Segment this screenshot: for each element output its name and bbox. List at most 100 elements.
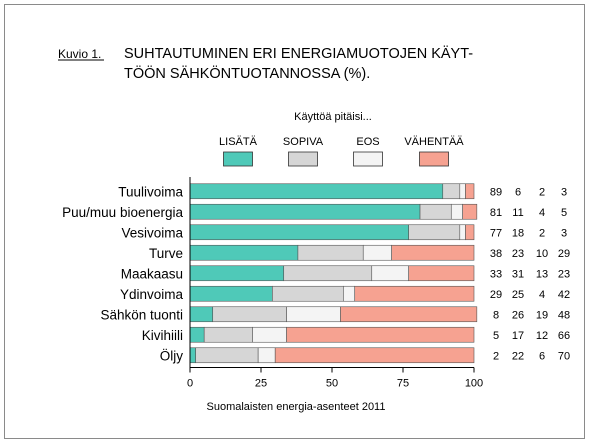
bar-segment-vahentaa [340,306,478,323]
bar-segment-lisata [189,183,444,200]
chart-title-line-2: TÖÖN SÄHKÖNTUOTANNOSSA (%). [124,64,370,82]
value-label-sopiva: 25 [512,289,524,301]
bar-segment-eos [343,285,356,302]
legend-swatch-vahentaa [419,151,449,167]
category-label: Sähkön tuonti [100,307,183,322]
value-label-lisata: 89 [490,186,502,198]
bar-segment-eos [459,224,466,241]
value-label-eos: 4 [539,207,545,219]
value-label-vahentaa: 3 [561,227,567,239]
bar-segment-eos [252,326,287,343]
value-label-vahentaa: 66 [558,330,570,342]
value-label-vahentaa: 70 [558,350,570,362]
bar-segment-eos [362,244,392,261]
figure-frame: Kuvio 1. SUHTAUTUMINEN ERI ENERGIAMUOTOJ… [4,4,585,439]
bar-segment-lisata [189,224,409,241]
category-label: Tuulivoima [118,184,183,199]
bar-segment-sopiva [212,306,287,323]
legend: LISÄTÄ SOPIVA EOS VÄHENTÄÄ [219,136,464,167]
category-label: Maakaasu [121,266,183,281]
value-label-lisata: 38 [490,248,502,260]
value-label-lisata: 77 [490,227,502,239]
bar-segment-eos [450,203,463,220]
value-label-sopiva: 26 [512,309,524,321]
bar-segment-sopiva [408,224,461,241]
bar-segment-eos [459,183,466,200]
bar-segment-sopiva [442,183,461,200]
value-label-vahentaa: 5 [561,207,567,219]
bar-segment-sopiva [203,326,253,343]
bar-segment-eos [257,347,276,364]
bar-segment-vahentaa [408,265,475,282]
value-label-sopiva: 23 [512,248,524,260]
bar-segment-lisata [189,306,214,323]
value-label-sopiva: 11 [512,207,523,219]
value-label-sopiva: 22 [512,350,524,362]
bar-segment-sopiva [297,244,364,261]
bar-segment-vahentaa [462,203,478,220]
x-tick-label: 0 [187,378,193,390]
bar-segment-vahentaa [274,347,475,364]
caption-label: Kuvio 1. [58,47,101,61]
legend-swatch-lisata [223,151,253,167]
x-tick-label: 75 [397,378,409,390]
value-label-vahentaa: 3 [561,186,567,198]
source-note: Suomalaisten energia-asenteet 2011 [207,401,386,413]
legend-swatch-eos [353,151,383,167]
chart-title-line-1: SUHTAUTUMINEN ERI ENERGIAMUOTOJEN KÄYT- [124,45,473,62]
legend-title: Käyttöä pitäisi... [294,111,372,123]
value-label-vahentaa: 48 [558,309,570,321]
value-label-lisata: 81 [490,207,502,219]
value-label-eos: 10 [536,248,548,260]
legend-label-eos: EOS [356,136,379,148]
value-label-vahentaa: 29 [558,248,570,260]
value-label-vahentaa: 42 [558,289,570,301]
bar-segment-lisata [189,265,285,282]
value-label-lisata: 33 [490,268,502,280]
x-tick-label: 25 [255,378,267,390]
bar-segment-lisata [189,244,299,261]
bar-segment-lisata [189,347,196,364]
category-label: Puu/muu bioenergia [62,205,183,220]
bar-segment-lisata [189,326,205,343]
bar-segment-vahentaa [465,224,475,241]
bar-segment-lisata [189,203,421,220]
value-label-eos: 12 [536,330,548,342]
legend-swatch-sopiva [288,151,318,167]
bar-segment-vahentaa [354,285,475,302]
value-label-sopiva: 31 [512,268,524,280]
value-label-lisata: 2 [493,350,499,362]
bar-segment-sopiva [419,203,452,220]
category-label: Öljy [160,348,183,363]
value-label-sopiva: 6 [515,186,521,198]
value-label-eos: 19 [536,309,548,321]
bar-segment-sopiva [272,285,344,302]
legend-label-vahentaa: VÄHENTÄÄ [404,136,464,148]
bar-segment-vahentaa [465,183,475,200]
value-label-eos: 2 [539,227,545,239]
legend-label-sopiva: SOPIVA [283,136,324,148]
value-label-lisata: 5 [493,330,499,342]
value-label-sopiva: 18 [512,227,524,239]
value-label-eos: 13 [536,268,548,280]
category-label: Kivihiili [142,328,183,343]
category-label: Turve [149,246,183,261]
category-label: Vesivoima [121,225,183,240]
value-label-lisata: 29 [490,289,502,301]
stacked-bar-chart: Kuvio 1. SUHTAUTUMINEN ERI ENERGIAMUOTOJ… [58,45,570,413]
category-label: Ydinvoima [120,287,184,302]
x-tick-label: 100 [465,378,483,390]
bar-segment-eos [286,306,341,323]
bar-segment-vahentaa [286,326,475,343]
bar-segment-lisata [189,285,273,302]
value-label-lisata: 8 [493,309,499,321]
bar-segment-sopiva [283,265,373,282]
value-label-sopiva: 17 [512,330,524,342]
legend-label-lisata: LISÄTÄ [219,136,258,148]
value-label-vahentaa: 23 [558,268,570,280]
bar-segment-vahentaa [391,244,475,261]
bar-segment-sopiva [195,347,259,364]
bar-segment-eos [371,265,409,282]
value-label-eos: 2 [539,186,545,198]
